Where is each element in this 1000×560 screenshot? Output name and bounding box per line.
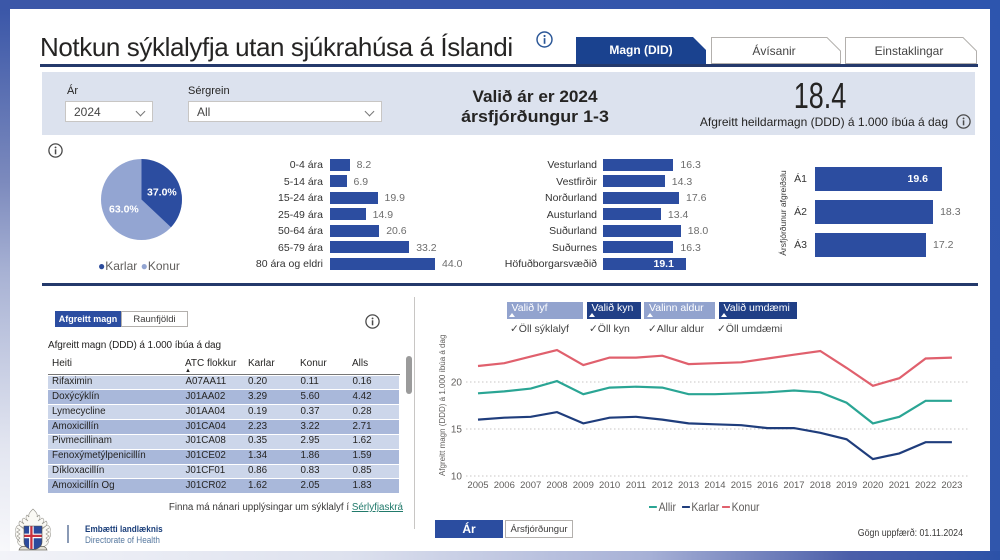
svg-text:Ávísanir: Ávísanir [752,43,795,58]
svg-text:2021: 2021 [889,480,910,491]
svg-text:2008: 2008 [546,480,567,491]
svg-text:63.0%: 63.0% [109,203,139,215]
svg-text:2022: 2022 [915,480,936,491]
svg-text:10: 10 [451,472,463,483]
svg-text:2014: 2014 [704,480,725,491]
svg-text:2017: 2017 [783,480,804,491]
svg-text:2023: 2023 [941,480,962,491]
svg-text:2019: 2019 [836,480,857,491]
svg-text:2007: 2007 [520,480,541,491]
svg-text:2020: 2020 [862,480,883,491]
svg-text:2015: 2015 [731,480,752,491]
svg-text:2018: 2018 [810,480,831,491]
svg-text:Einstaklingar: Einstaklingar [875,44,944,58]
svg-text:2010: 2010 [599,480,620,491]
svg-text:2016: 2016 [757,480,778,491]
svg-text:2012: 2012 [652,480,673,491]
svg-text:2011: 2011 [626,480,646,491]
svg-text:2013: 2013 [678,480,699,491]
svg-text:2009: 2009 [573,480,594,491]
svg-text:2006: 2006 [494,480,515,491]
svg-text:15: 15 [451,425,463,436]
svg-text:2005: 2005 [467,480,488,491]
svg-text:20: 20 [451,378,463,389]
svg-text:37.0%: 37.0% [147,186,177,198]
